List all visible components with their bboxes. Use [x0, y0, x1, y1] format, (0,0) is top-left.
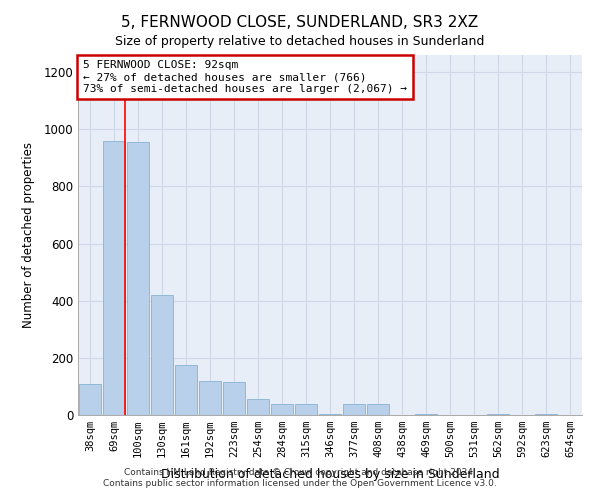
- Bar: [127, 142, 149, 415]
- Bar: [247, 400, 269, 415]
- Text: 5 FERNWOOD CLOSE: 92sqm
← 27% of detached houses are smaller (766)
73% of semi-d: 5 FERNWOOD CLOSE: 92sqm ← 27% of detache…: [83, 60, 407, 94]
- X-axis label: Distribution of detached houses by size in Sunderland: Distribution of detached houses by size …: [161, 468, 499, 481]
- Bar: [367, 404, 389, 415]
- Text: Size of property relative to detached houses in Sunderland: Size of property relative to detached ho…: [115, 35, 485, 48]
- Bar: [223, 382, 245, 415]
- Bar: [343, 404, 365, 415]
- Bar: [199, 380, 221, 415]
- Bar: [295, 404, 317, 415]
- Y-axis label: Number of detached properties: Number of detached properties: [22, 142, 35, 328]
- Bar: [271, 404, 293, 415]
- Bar: [415, 414, 437, 415]
- Bar: [175, 365, 197, 415]
- Bar: [487, 414, 509, 415]
- Text: 5, FERNWOOD CLOSE, SUNDERLAND, SR3 2XZ: 5, FERNWOOD CLOSE, SUNDERLAND, SR3 2XZ: [121, 15, 479, 30]
- Bar: [319, 414, 341, 415]
- Bar: [103, 140, 125, 415]
- Text: Contains HM Land Registry data © Crown copyright and database right 2024.
Contai: Contains HM Land Registry data © Crown c…: [103, 468, 497, 487]
- Bar: [79, 384, 101, 415]
- Bar: [151, 295, 173, 415]
- Bar: [535, 414, 557, 415]
